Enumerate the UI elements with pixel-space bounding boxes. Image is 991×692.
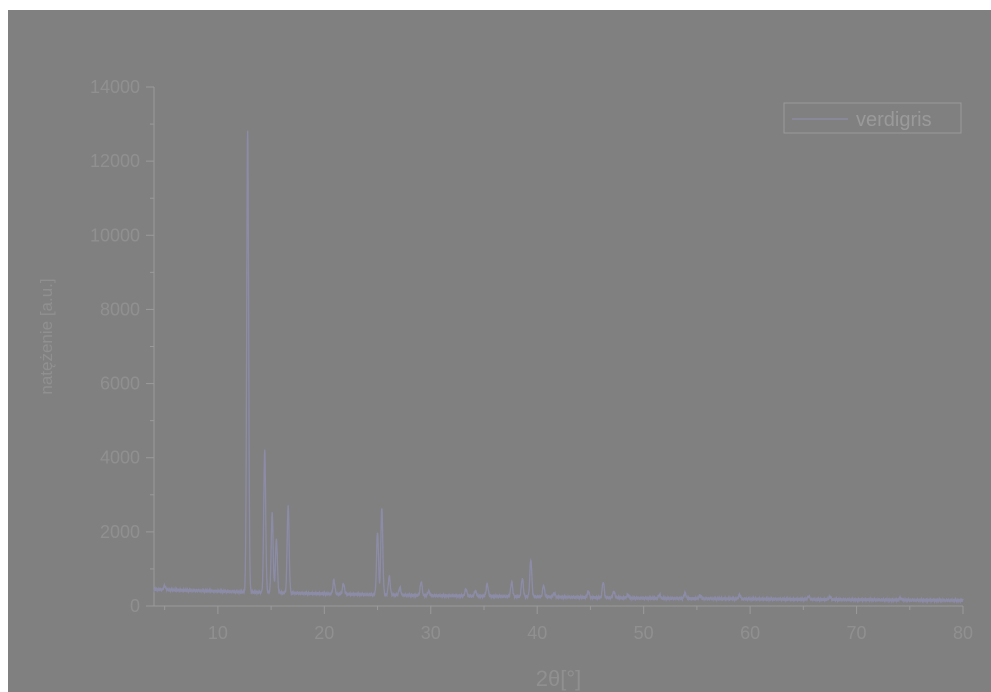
y-ticks: 0 2000 4000 6000 8000 10000 12000 14000 <box>90 77 154 616</box>
y-tick-label: 2000 <box>100 522 140 542</box>
x-tick-label: 30 <box>421 623 441 643</box>
y-tick-label: 14000 <box>90 77 140 97</box>
y-tick-label: 4000 <box>100 448 140 468</box>
y-axis-title: natężenie [a.u.] <box>37 278 56 394</box>
legend: verdigris <box>783 102 962 134</box>
y-tick-label: 12000 <box>90 151 140 171</box>
x-tick-label: 80 <box>953 623 973 643</box>
y-tick-label: 8000 <box>100 299 140 319</box>
y-tick-label: 6000 <box>100 374 140 394</box>
legend-box <box>783 102 962 134</box>
chart-background <box>8 10 991 692</box>
x-tick-label: 50 <box>634 623 654 643</box>
x-ticks: 10 20 30 40 50 60 70 80 <box>164 606 973 643</box>
x-tick-label: 10 <box>208 623 228 643</box>
x-tick-label: 40 <box>527 623 547 643</box>
x-tick-label: 20 <box>314 623 334 643</box>
series-line-verdigris <box>153 130 964 605</box>
y-tick-label: 0 <box>130 596 140 616</box>
x-tick-label: 60 <box>740 623 760 643</box>
x-axis-title: 2θ[°] <box>536 666 582 691</box>
axes-group <box>153 87 963 607</box>
y-tick-label: 10000 <box>90 225 140 245</box>
legend-label-verdigris: verdigris <box>856 109 932 131</box>
x-tick-label: 70 <box>847 623 867 643</box>
